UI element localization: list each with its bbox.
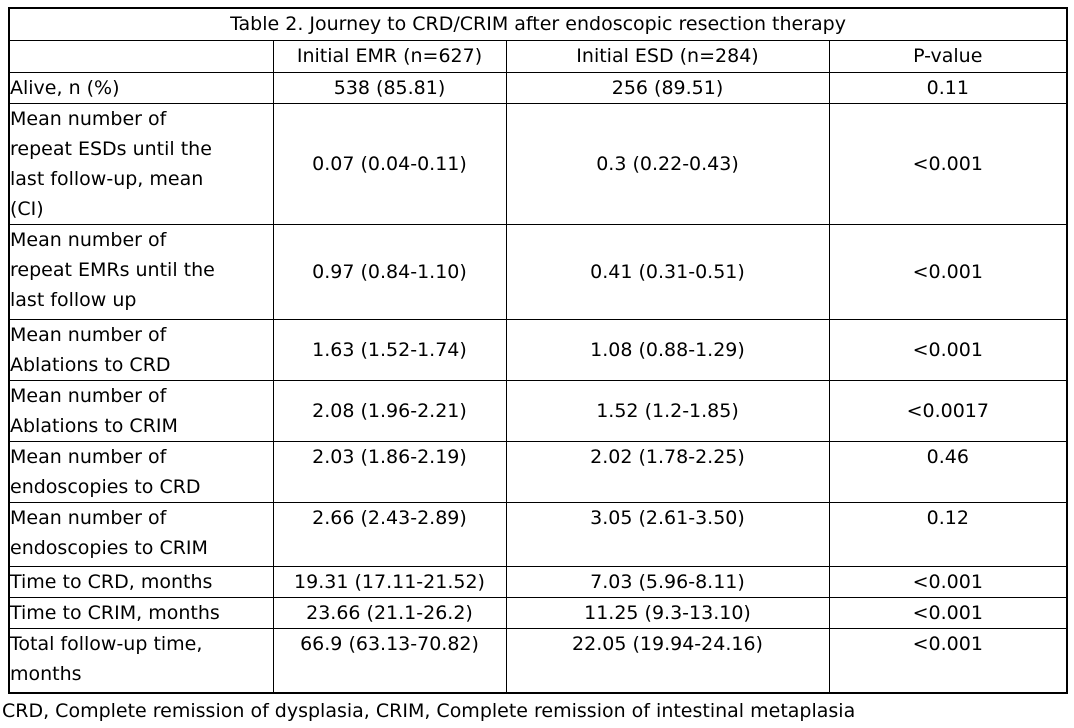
p-value-cell: <0.001: [828, 627, 1068, 694]
row-label-cell: Mean number of Ablations to CRIM: [8, 379, 274, 442]
table-row-endoscopies-crd: Mean number of endoscopies to CRD 2.03 (…: [8, 440, 1068, 503]
table-row-endoscopies-crim: Mean number of endoscopies to CRIM 2.66 …: [8, 501, 1068, 567]
row-label-cell: Mean number of endoscopies to CRD: [8, 440, 274, 503]
esd-value-cell: 3.05 (2.61-3.50): [505, 501, 830, 567]
p-value-cell: <0.001: [828, 318, 1068, 381]
table-title-row: Table 2. Journey to CRD/CRIM after endos…: [8, 7, 1068, 41]
column-header-blank: [8, 39, 274, 73]
emr-value-cell: 1.63 (1.52-1.74): [272, 318, 507, 381]
table-title: Table 2. Journey to CRD/CRIM after endos…: [8, 7, 1068, 41]
esd-value-cell: 7.03 (5.96-8.11): [505, 565, 830, 598]
column-header-p-value: P-value: [828, 39, 1068, 73]
row-label-cell: Total follow-up time, months: [8, 627, 274, 694]
p-value-cell: <0.001: [828, 596, 1068, 629]
row-label-cell: Mean number of repeat ESDs until the las…: [8, 102, 274, 225]
p-value-cell: 0.11: [828, 71, 1068, 104]
table-row-ablations-crd: Mean number of Ablations to CRD 1.63 (1.…: [8, 318, 1068, 381]
esd-value-cell: 0.41 (0.31-0.51): [505, 223, 830, 320]
esd-value-cell: 1.08 (0.88-1.29): [505, 318, 830, 381]
esd-value-cell: 11.25 (9.3-13.10): [505, 596, 830, 629]
emr-value-cell: 2.03 (1.86-2.19): [272, 440, 507, 503]
emr-value-cell: 19.31 (17.11-21.52): [272, 565, 507, 598]
esd-value-cell: 0.3 (0.22-0.43): [505, 102, 830, 225]
row-label-cell: Mean number of repeat EMRs until the las…: [8, 223, 274, 320]
table-row-alive: Alive, n (%) 538 (85.81) 256 (89.51) 0.1…: [8, 71, 1068, 104]
esd-value-cell: 22.05 (19.94-24.16): [505, 627, 830, 694]
emr-value-cell: 66.9 (63.13-70.82): [272, 627, 507, 694]
emr-value-cell: 23.66 (21.1-26.2): [272, 596, 507, 629]
row-label-cell: Time to CRD, months: [8, 565, 274, 598]
column-header-initial-esd: Initial ESD (n=284): [505, 39, 830, 73]
p-value-cell: 0.46: [828, 440, 1068, 503]
esd-value-cell: 256 (89.51): [505, 71, 830, 104]
column-header-initial-emr: Initial EMR (n=627): [272, 39, 507, 73]
emr-value-cell: 0.07 (0.04-0.11): [272, 102, 507, 225]
table-row-time-to-crim: Time to CRIM, months 23.66 (21.1-26.2) 1…: [8, 596, 1068, 629]
p-value-cell: <0.001: [828, 102, 1068, 225]
row-label-cell: Mean number of Ablations to CRD: [8, 318, 274, 381]
table-row-repeat-esds: Mean number of repeat ESDs until the las…: [8, 102, 1068, 225]
p-value-cell: <0.0017: [828, 379, 1068, 442]
emr-value-cell: 538 (85.81): [272, 71, 507, 104]
esd-value-cell: 2.02 (1.78-2.25): [505, 440, 830, 503]
table-row-total-follow-up: Total follow-up time, months 66.9 (63.13…: [8, 627, 1068, 694]
emr-value-cell: 2.66 (2.43-2.89): [272, 501, 507, 567]
p-value-cell: 0.12: [828, 501, 1068, 567]
table-row-time-to-crd: Time to CRD, months 19.31 (17.11-21.52) …: [8, 565, 1068, 598]
esd-value-cell: 1.52 (1.2-1.85): [505, 379, 830, 442]
emr-value-cell: 0.97 (0.84-1.10): [272, 223, 507, 320]
table-footnote: CRD, Complete remission of dysplasia, CR…: [2, 700, 856, 722]
journey-to-crd-crim-table: Table 2. Journey to CRD/CRIM after endos…: [8, 7, 1069, 694]
table-header-row: Initial EMR (n=627) Initial ESD (n=284) …: [8, 39, 1068, 73]
table-row-repeat-emrs: Mean number of repeat EMRs until the las…: [8, 223, 1068, 320]
table-row-ablations-crim: Mean number of Ablations to CRIM 2.08 (1…: [8, 379, 1068, 442]
p-value-cell: <0.001: [828, 223, 1068, 320]
emr-value-cell: 2.08 (1.96-2.21): [272, 379, 507, 442]
row-label-cell: Mean number of endoscopies to CRIM: [8, 501, 274, 567]
p-value-cell: <0.001: [828, 565, 1068, 598]
row-label-cell: Alive, n (%): [8, 71, 274, 104]
row-label-cell: Time to CRIM, months: [8, 596, 274, 629]
